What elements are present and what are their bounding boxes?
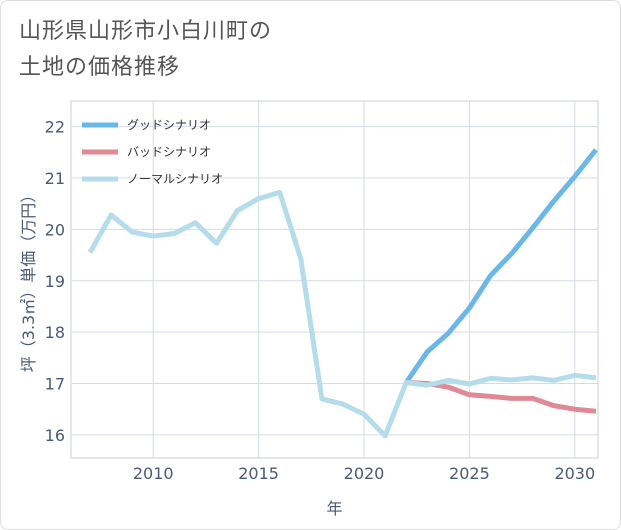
- x-tick-label: 2020: [344, 464, 385, 483]
- y-tick-label: 20: [45, 220, 65, 239]
- x-tick-label: 2010: [133, 464, 174, 483]
- chart-title-line1: 山形県山形市小白川町の: [19, 19, 273, 44]
- plot-area: [70, 100, 599, 459]
- y-axis-label: 坪（3.3㎡）単価（万円）: [19, 187, 38, 372]
- series-line-1: [406, 380, 597, 414]
- y-tick-label: 17: [45, 375, 65, 394]
- x-tick-label: 2025: [449, 464, 490, 483]
- x-tick-label: 2015: [238, 464, 279, 483]
- y-tick-label: 16: [45, 426, 65, 445]
- series-line-0: [404, 148, 598, 384]
- x-tick-label: 2030: [554, 464, 595, 483]
- y-tick-label: 19: [45, 272, 65, 291]
- series-line-2: [87, 189, 597, 439]
- chart-title: 山形県山形市小白川町の 土地の価格推移: [19, 14, 272, 86]
- x-axis-label: 年: [326, 499, 342, 518]
- y-tick-label: 21: [45, 169, 65, 188]
- legend-label-2: ノーマルシナリオ: [127, 172, 223, 186]
- chart-title-line2: 土地の価格推移: [19, 55, 181, 80]
- y-tick-label: 22: [45, 118, 65, 137]
- y-tick-label: 18: [45, 323, 65, 342]
- legend-label-1: バッドシナリオ: [127, 145, 211, 159]
- legend-label-0: グッドシナリオ: [127, 118, 211, 132]
